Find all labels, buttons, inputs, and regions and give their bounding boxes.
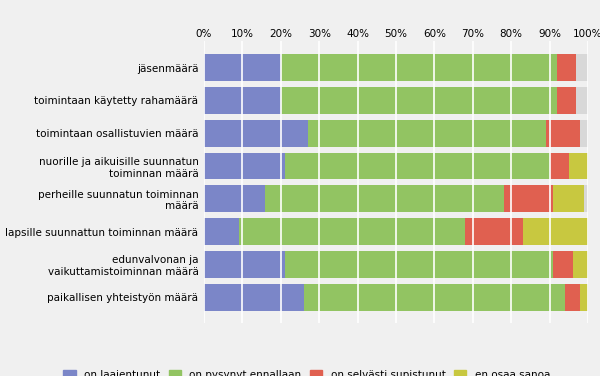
Bar (503, 185, 553, 212)
Bar (284, 153, 550, 179)
Bar (281, 87, 557, 114)
Bar (204, 218, 588, 245)
Bar (239, 218, 465, 245)
Bar (553, 251, 572, 278)
Bar (204, 185, 588, 212)
Bar (204, 251, 588, 278)
Bar (265, 185, 503, 212)
Bar (304, 284, 565, 311)
Bar (204, 185, 265, 212)
Bar (557, 87, 577, 114)
Bar (204, 54, 281, 81)
Legend: on laajentunut, on pysynyt ennallaan, on selvästi supistunut, en osaa sanoa: on laajentunut, on pysynyt ennallaan, on… (63, 370, 550, 376)
Bar (204, 284, 588, 311)
Bar (204, 54, 588, 81)
Bar (565, 284, 580, 311)
Bar (572, 251, 592, 278)
Bar (557, 54, 577, 81)
Bar (284, 251, 553, 278)
Bar (569, 153, 588, 179)
Bar (204, 87, 281, 114)
Bar (204, 218, 239, 245)
Bar (204, 284, 304, 311)
Bar (204, 153, 588, 179)
Bar (281, 54, 557, 81)
Bar (546, 120, 580, 147)
Bar (204, 87, 588, 114)
Bar (550, 153, 569, 179)
Bar (204, 251, 284, 278)
Bar (204, 153, 284, 179)
Bar (465, 218, 523, 245)
Bar (523, 218, 588, 245)
Bar (553, 185, 584, 212)
Bar (204, 120, 308, 147)
Bar (308, 120, 546, 147)
Bar (580, 284, 588, 311)
Bar (204, 120, 588, 147)
